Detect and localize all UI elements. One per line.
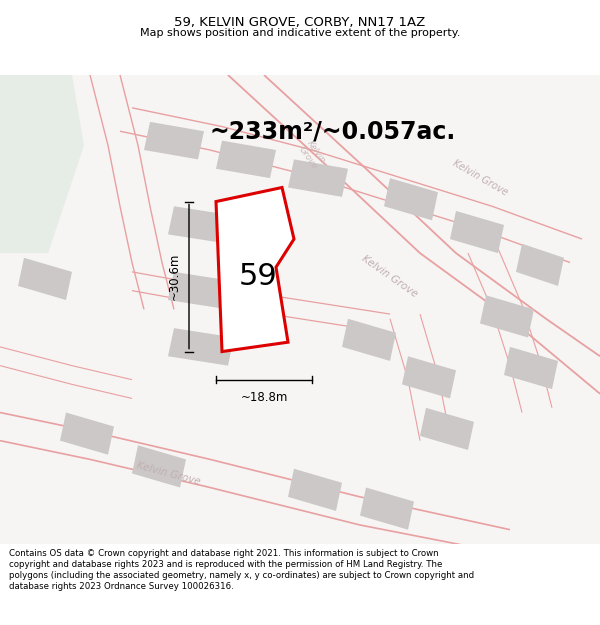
Polygon shape — [342, 319, 396, 361]
Text: Kelvin Grove: Kelvin Grove — [360, 254, 420, 299]
Polygon shape — [60, 412, 114, 455]
Polygon shape — [288, 159, 348, 197]
Polygon shape — [420, 408, 474, 450]
Polygon shape — [402, 356, 456, 399]
Polygon shape — [360, 488, 414, 530]
Polygon shape — [504, 347, 558, 389]
Polygon shape — [144, 122, 204, 159]
Text: 59, KELVIN GROVE, CORBY, NN17 1AZ: 59, KELVIN GROVE, CORBY, NN17 1AZ — [175, 16, 425, 29]
Text: Kelvin
Grove: Kelvin Grove — [297, 139, 327, 171]
Text: Kelvin Grove: Kelvin Grove — [451, 158, 509, 198]
Polygon shape — [132, 445, 186, 488]
Polygon shape — [168, 206, 234, 244]
Polygon shape — [516, 244, 564, 286]
Text: 59: 59 — [239, 262, 277, 291]
Polygon shape — [450, 211, 504, 253]
Polygon shape — [288, 469, 342, 511]
Polygon shape — [168, 272, 234, 309]
Text: ~18.8m: ~18.8m — [241, 391, 287, 404]
Text: Contains OS data © Crown copyright and database right 2021. This information is : Contains OS data © Crown copyright and d… — [9, 549, 474, 591]
Text: ~30.6m: ~30.6m — [167, 253, 181, 300]
Polygon shape — [216, 141, 276, 178]
Polygon shape — [384, 178, 438, 220]
Text: Map shows position and indicative extent of the property.: Map shows position and indicative extent… — [140, 28, 460, 38]
Polygon shape — [216, 188, 294, 351]
Polygon shape — [480, 295, 534, 338]
Polygon shape — [168, 328, 234, 366]
Polygon shape — [18, 258, 72, 300]
Text: Kelvin Grove: Kelvin Grove — [135, 460, 201, 487]
Polygon shape — [0, 75, 84, 253]
Text: ~233m²/~0.057ac.: ~233m²/~0.057ac. — [210, 119, 456, 143]
